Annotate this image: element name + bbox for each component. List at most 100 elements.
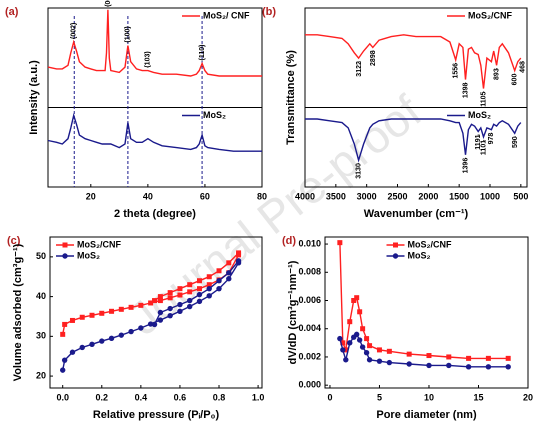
series-line bbox=[47, 9, 262, 77]
data-point bbox=[128, 304, 134, 310]
data-point bbox=[196, 286, 202, 292]
legend-label: MoS₂ bbox=[203, 110, 226, 120]
data-point bbox=[226, 260, 232, 266]
data-point bbox=[187, 289, 193, 295]
data-point bbox=[406, 351, 412, 357]
data-point bbox=[236, 250, 242, 256]
x-axis-title: Wavenumber (cm⁻¹) bbox=[364, 208, 469, 220]
data-point bbox=[196, 298, 203, 305]
y-axis-title: Transmittance (%) bbox=[285, 50, 297, 145]
data-point bbox=[359, 344, 366, 350]
y-axis-title: Volume adsorbed (cm³g⁻¹) bbox=[12, 243, 24, 381]
data-point bbox=[177, 301, 183, 308]
data-point bbox=[337, 240, 343, 246]
data-point bbox=[118, 306, 124, 312]
data-point bbox=[337, 335, 343, 342]
series-line bbox=[339, 333, 509, 368]
data-point bbox=[386, 348, 392, 354]
series-line bbox=[305, 34, 522, 89]
data-point bbox=[69, 317, 75, 323]
x-tick-label: 0.0 bbox=[56, 392, 69, 402]
x-tick-label: 20 bbox=[86, 191, 96, 201]
data-point bbox=[89, 341, 95, 347]
data-point bbox=[60, 331, 66, 337]
series-line bbox=[47, 112, 262, 152]
annotation: 1105 bbox=[480, 91, 487, 106]
annotation: 893 bbox=[493, 68, 500, 80]
data-point bbox=[206, 285, 212, 292]
x-tick-label: 80 bbox=[257, 191, 267, 201]
y-tick-label: 0.002 bbox=[298, 351, 321, 361]
plot-frame bbox=[49, 236, 263, 389]
legend-label: MoS₂/CNF bbox=[468, 10, 512, 20]
x-tick-label: 500 bbox=[513, 191, 528, 201]
legend-label: MoS₂/ CNF bbox=[203, 10, 250, 20]
data-point bbox=[465, 364, 472, 370]
data-point bbox=[79, 344, 85, 351]
data-point bbox=[157, 309, 164, 316]
data-point bbox=[353, 331, 360, 338]
data-point bbox=[167, 305, 173, 312]
annotation: 600 bbox=[512, 74, 519, 86]
series-line bbox=[339, 242, 509, 360]
y-tick-label: 0.006 bbox=[298, 295, 321, 305]
data-point bbox=[148, 300, 154, 306]
data-point bbox=[177, 308, 183, 315]
data-point bbox=[196, 291, 203, 298]
plot-frame bbox=[304, 7, 528, 188]
data-point bbox=[376, 358, 383, 364]
data-point bbox=[356, 337, 363, 343]
data-point bbox=[79, 314, 85, 320]
x-tick-label: 1500 bbox=[449, 191, 469, 201]
annotation: 1398 bbox=[462, 82, 469, 98]
legend-label: MoS₂/CNF bbox=[408, 239, 452, 249]
y-tick-label: 0.000 bbox=[298, 380, 321, 390]
data-point bbox=[216, 278, 222, 284]
y-tick-label: 30 bbox=[36, 331, 46, 341]
data-point bbox=[151, 321, 158, 328]
data-point bbox=[351, 298, 357, 304]
legend-marker bbox=[393, 242, 398, 248]
data-point bbox=[69, 349, 76, 355]
x-tick-label: 4000 bbox=[295, 191, 315, 201]
series-line bbox=[305, 118, 522, 163]
data-point bbox=[177, 292, 183, 298]
data-point bbox=[505, 355, 511, 361]
y-tick-label: 40 bbox=[36, 291, 46, 301]
data-point bbox=[426, 353, 432, 359]
data-point bbox=[157, 298, 163, 304]
x-tick-label: 1.0 bbox=[252, 392, 265, 402]
x-axis-title: 2 theta (degree) bbox=[114, 208, 196, 220]
data-point bbox=[109, 308, 115, 314]
data-point bbox=[187, 282, 193, 288]
data-point bbox=[152, 298, 158, 304]
data-point bbox=[108, 335, 115, 342]
data-point bbox=[89, 312, 95, 318]
annotation: (110) bbox=[199, 45, 206, 61]
x-tick-label: 2000 bbox=[418, 191, 438, 201]
data-point bbox=[446, 354, 452, 360]
data-point bbox=[485, 355, 491, 361]
x-tick-label: 0.4 bbox=[135, 392, 148, 402]
data-point bbox=[187, 297, 193, 304]
annotation: 1556 bbox=[453, 63, 460, 79]
data-point bbox=[406, 361, 412, 367]
data-point bbox=[216, 285, 222, 292]
y-tick-label: 0.004 bbox=[298, 323, 321, 333]
data-point bbox=[340, 340, 346, 346]
data-point bbox=[206, 293, 212, 299]
y-axis-title: dV/dD (cm³g⁻¹nm⁻¹) bbox=[287, 260, 299, 364]
panel-label: (c) bbox=[7, 235, 21, 247]
data-point bbox=[466, 355, 472, 361]
plot-frame bbox=[47, 7, 263, 188]
legend-marker bbox=[62, 242, 68, 248]
legend-label: MoS₂/CNF bbox=[77, 239, 121, 249]
legend-marker bbox=[62, 253, 68, 259]
data-point bbox=[235, 258, 242, 264]
annotation: 3130 bbox=[355, 163, 362, 179]
data-point bbox=[118, 332, 125, 338]
data-point bbox=[347, 319, 353, 325]
data-point bbox=[167, 290, 173, 296]
data-point bbox=[62, 321, 68, 327]
